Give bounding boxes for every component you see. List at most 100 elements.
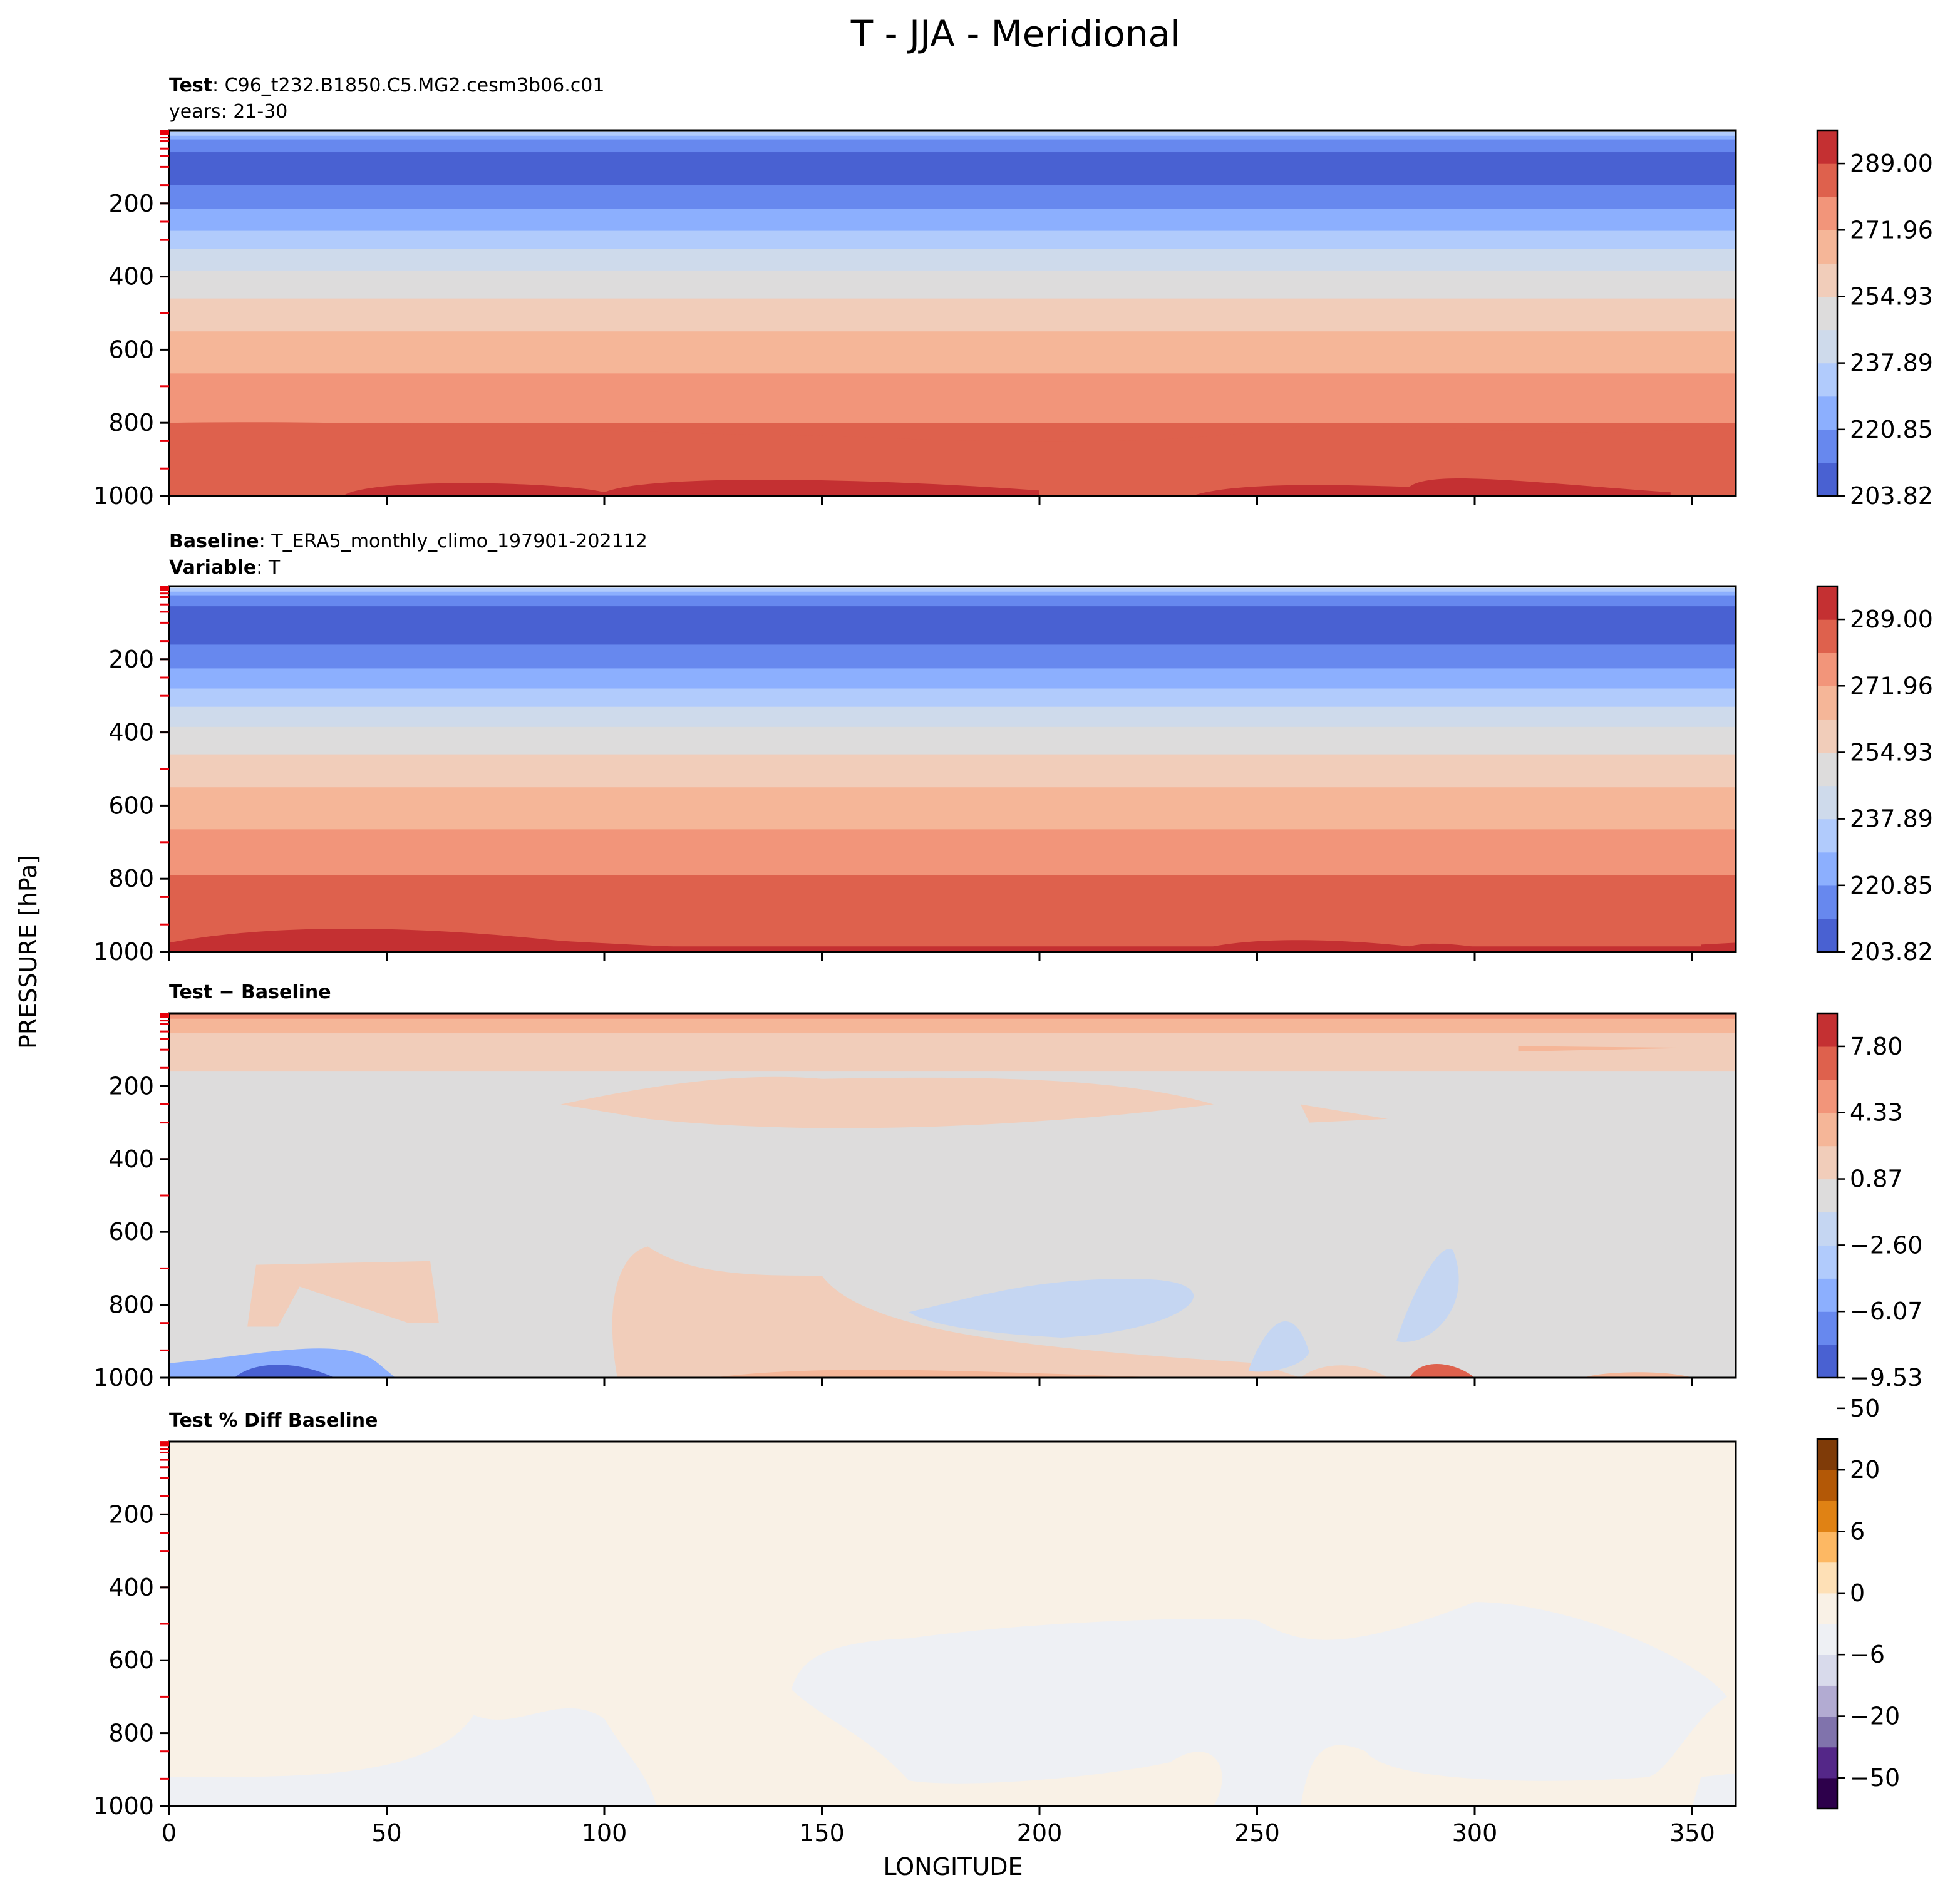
contour-band [169,688,1736,708]
colorbar-segment [1817,785,1837,820]
colorbar-segment [1817,1747,1837,1779]
colorbar-tick-label: 271.96 [1850,216,1933,244]
colorbar-segment [1817,1212,1837,1246]
colorbar-segment [1817,130,1837,164]
colorbar-segment [1817,1278,1837,1312]
header-text-part: years: 21-30 [169,101,287,123]
contour-region [713,1370,1170,1378]
plot-area [169,1013,1736,1378]
colorbar-frame [1816,585,1839,953]
colorbar-tick-label: 203.82 [1850,938,1933,966]
colorbar-segment [1817,1245,1837,1279]
colorbar-tick-label: −6 [1850,1641,1885,1668]
y-tick-label: 200 [108,190,154,217]
colorbar-tick-label: 6 [1850,1518,1865,1546]
y-tick-label: 800 [108,1291,154,1319]
colorbar-segment [1817,653,1837,686]
colorbar-tick-label: −9.53 [1850,1364,1922,1391]
contour-region [1518,1046,1693,1052]
header-text-part: : T_ERA5_monthly_climo_197901-202112 [259,530,647,552]
colorbar-tick-label: 50 [1850,1395,1880,1422]
colorbar-tick-label: 7.80 [1850,1033,1903,1060]
plot-area [169,130,1736,496]
colorbar-segment [1817,429,1837,463]
colorbar-segment [1817,263,1837,297]
y-tick-label: 800 [108,409,154,436]
panel-difference: Test − Baseline 200 400 600 800 1000 −9.53 −6.0… [93,981,1922,1391]
colorbar-segment [1817,1439,1837,1470]
x-tick-label: 150 [799,1819,845,1847]
y-tick-label: 400 [108,719,154,746]
y-tick-label: 200 [108,1500,154,1528]
contour-band [169,139,1736,153]
colorbar-segment [1817,1777,1837,1809]
contour-region [1192,940,1519,952]
panel-header: Variable: T [169,557,281,579]
colorbar-tick-label: 289.00 [1850,606,1933,633]
contour-region [169,1708,657,1806]
x-tick-label: 100 [582,1819,627,1847]
y-tick-label: 1000 [93,1792,154,1820]
panel-header: years: 21-30 [169,101,287,123]
y-tick-label: 400 [108,1145,154,1173]
colorbar-tick-label: 4.33 [1850,1099,1903,1127]
y-tick-label: 600 [108,792,154,819]
contour-region [1301,1104,1388,1123]
contour-region [1396,1249,1459,1343]
colorbar-tick-label: −6.07 [1850,1298,1922,1325]
header-bold-part: Test % Diff Baseline [169,1410,378,1432]
panel-test: Test: C96_t232.B1850.C5.MG2.cesm3b06.c01… [93,75,1933,510]
colorbar-tick-label: 237.89 [1850,805,1933,833]
contour-band [169,829,1736,876]
contour-region [791,1602,1728,1806]
colorbar-segment [1817,1345,1837,1378]
colorbar-segment [1817,363,1837,397]
colorbar-tick-label: 271.96 [1850,672,1933,700]
contour-band [169,586,1736,589]
contour-region [343,480,1039,496]
header-bold-part: Test − Baseline [169,981,331,1003]
colorbar-segment [1817,1079,1837,1113]
contour-band [169,152,1736,186]
header-bold-part: Variable [169,557,256,579]
colorbar-segment [1817,163,1837,197]
contour-region [1583,1372,1693,1378]
contour-region [909,1279,1194,1338]
colorbar-tick-label: −50 [1850,1764,1900,1792]
panels: Test: C96_t232.B1850.C5.MG2.cesm3b06.c01… [93,75,1933,1847]
contour-band [169,754,1736,788]
colorbar: 203.82 220.85 237.89 254.93 271.96 289.00 [1816,585,1933,966]
colorbar-segment [1817,885,1837,919]
contour-region [247,1261,439,1327]
contour-band [169,591,1736,596]
header-text-part: : T [256,557,281,579]
panel-header: Test: C96_t232.B1850.C5.MG2.cesm3b06.c01 [169,75,604,96]
colorbar-segment [1817,1655,1837,1686]
colorbar: −50 −20 −6 0 6 20 50 [1816,1395,1900,1810]
panel-header: Test % Diff Baseline [169,1410,378,1432]
colorbar-tick-label: 237.89 [1850,349,1933,377]
plot-area [169,1442,1736,1806]
contour-band [169,230,1736,250]
contour-region [1701,942,1736,952]
contour-band [169,787,1736,830]
contour-band [169,130,1736,133]
contour-band [169,1018,1736,1035]
colorbar: 203.82 220.85 237.89 254.93 271.96 289.00 [1816,129,1933,510]
figure-title: T - JJA - Meridional [850,13,1180,55]
colorbar-segment [1817,1046,1837,1080]
panel-header: Baseline: T_ERA5_monthly_climo_197901-20… [169,530,647,552]
colorbar-segment [1817,296,1837,331]
colorbar-segment [1817,329,1837,364]
contour-region [169,1348,396,1378]
y-tick-label: 1000 [93,938,154,966]
contour-band [169,132,1736,137]
contour-band [169,587,1736,592]
colorbar-segment [1817,752,1837,787]
contour-band [169,1033,1736,1073]
colorbar-segment [1817,230,1837,264]
colorbar-segment [1817,1562,1837,1594]
contour-band [169,606,1736,646]
contour-region [1192,478,1671,496]
